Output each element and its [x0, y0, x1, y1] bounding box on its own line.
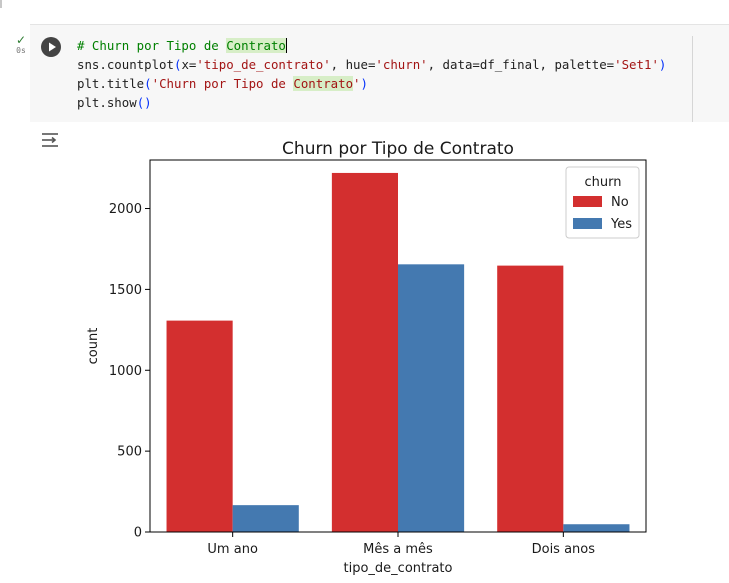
code-cell-divider — [692, 36, 693, 122]
code-line-2: sns.countplot(x='tipo_de_contrato', hue=… — [77, 57, 667, 72]
legend-swatch-no — [573, 196, 602, 207]
legend: churn No Yes — [565, 166, 640, 239]
x-tick-label-2: Mês a mês — [363, 542, 433, 557]
y-tick-label-500: 500 — [117, 445, 142, 460]
bar-no-3 — [497, 265, 564, 532]
gutter-mark — [0, 0, 2, 8]
bar-yes-3 — [563, 524, 630, 532]
code-editor[interactable]: # Churn por Tipo de Contrato sns.countpl… — [77, 36, 666, 112]
legend-swatch-yes — [573, 218, 602, 229]
x-tick-label-1: Um ano — [207, 542, 258, 557]
legend-title: churn — [585, 175, 622, 190]
output-menu-icon — [42, 133, 58, 147]
legend-label-no: No — [611, 195, 629, 210]
output-actions-button[interactable] — [40, 130, 62, 150]
execution-time: 0s — [16, 46, 26, 55]
chart-title: Churn por Tipo de Contrato — [282, 139, 514, 159]
run-cell-button[interactable] — [41, 37, 61, 57]
y-tick-label-1500: 1500 — [109, 283, 142, 298]
code-line-1: # Churn por Tipo de Contrato — [77, 38, 288, 53]
bars-group — [166, 172, 630, 532]
y-axis-label: count — [86, 328, 101, 365]
y-tick-label-0: 0 — [134, 526, 142, 541]
x-axis-label: tipo_de_contrato — [344, 561, 453, 576]
bar-yes-1 — [232, 505, 299, 532]
legend-label-yes: Yes — [610, 217, 632, 232]
y-tick-label-1000: 1000 — [109, 364, 142, 379]
bar-no-1 — [166, 320, 233, 532]
bar-yes-2 — [398, 264, 465, 532]
code-line-4: plt.show() — [77, 95, 152, 110]
success-check-icon: ✓ — [15, 33, 27, 47]
execution-status: ✓ 0s — [12, 34, 30, 56]
y-axis: 0 500 1000 1500 2000 — [109, 202, 150, 541]
bar-no-2 — [331, 172, 398, 532]
play-icon — [49, 42, 56, 52]
x-tick-label-3: Dois anos — [532, 542, 596, 557]
x-axis: Um ano Mês a mês Dois anos — [207, 532, 595, 557]
plot-frame — [149, 159, 647, 533]
code-line-3: plt.title('Churn por Tipo de Contrato') — [77, 76, 368, 91]
y-tick-label-2000: 2000 — [109, 202, 142, 217]
